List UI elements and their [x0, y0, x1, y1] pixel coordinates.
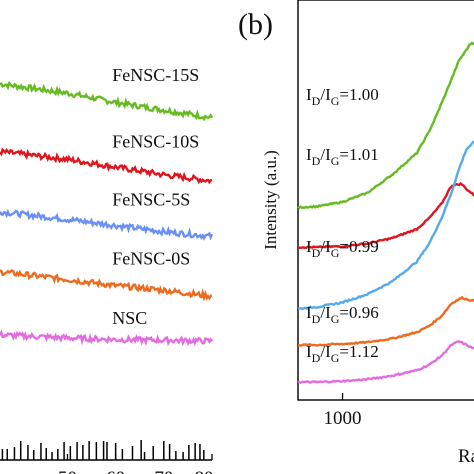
id-ig-ratio-label: ID/IG=1.00 — [306, 85, 379, 108]
raman-plot-frame — [297, 0, 474, 401]
raman-series-line — [297, 295, 474, 347]
id-ig-ratio-label: ID/IG=1.12 — [306, 342, 379, 365]
xrd-series-label: FeNSC-5S — [112, 189, 190, 209]
reference-peaks — [1, 440, 205, 460]
xrd-series-labels: FeNSC-15S FeNSC-10S FeNSC-5S FeNSC-0S NSC — [112, 65, 199, 328]
xrd-series-line — [0, 80, 214, 122]
raman-panel: (b) Intensity (a.u.) Ra ID/IG=1.00ID/IG=… — [238, 0, 474, 467]
id-ig-ratio-label: ID/IG=0.99 — [306, 237, 379, 260]
xrd-series-lines — [0, 80, 214, 347]
raman-x-ticks: 1000 — [324, 393, 362, 429]
xrd-series-label: FeNSC-0S — [112, 248, 190, 268]
raman-series-line — [297, 181, 474, 250]
xrd-x-ticks: 50 60 70 80 — [58, 454, 214, 474]
id-ig-ratio-label: ID/IG=1.01 — [306, 145, 379, 168]
xrd-series-line — [0, 329, 213, 347]
xrd-series-label: FeNSC-15S — [112, 65, 199, 85]
panel-label: (b) — [238, 8, 273, 41]
raman-x-tick-label: 1000 — [324, 408, 362, 429]
raman-series-line — [297, 340, 474, 385]
raman-series-line — [297, 41, 474, 210]
xrd-series-line — [0, 208, 214, 241]
xrd-x-tick-label: 70 — [154, 468, 173, 474]
id-ig-ratio-label: ID/IG=0.96 — [306, 303, 379, 326]
xrd-series-label: FeNSC-10S — [112, 132, 199, 152]
xrd-x-tick-label: 80 — [195, 468, 214, 474]
raman-series-line — [298, 140, 474, 311]
raman-annotations: ID/IG=1.00 ID/IG=1.01 ID/IG=0.99 ID/IG=0.96… — [306, 85, 379, 365]
xrd-x-tick-label: 50 — [58, 468, 77, 474]
y-axis-label: Intensity (a.u.) — [261, 150, 280, 250]
xrd-series-line — [0, 147, 213, 185]
xrd-panel: FeNSC-15S FeNSC-10S FeNSC-5S FeNSC-0S NSC 50… — [0, 65, 214, 474]
x-axis-label: Ra — [458, 446, 474, 467]
xrd-series-line — [0, 269, 213, 302]
xrd-x-tick-label: 60 — [106, 468, 125, 474]
xrd-series-label: NSC — [112, 308, 147, 328]
raman-series-lines — [297, 41, 474, 385]
